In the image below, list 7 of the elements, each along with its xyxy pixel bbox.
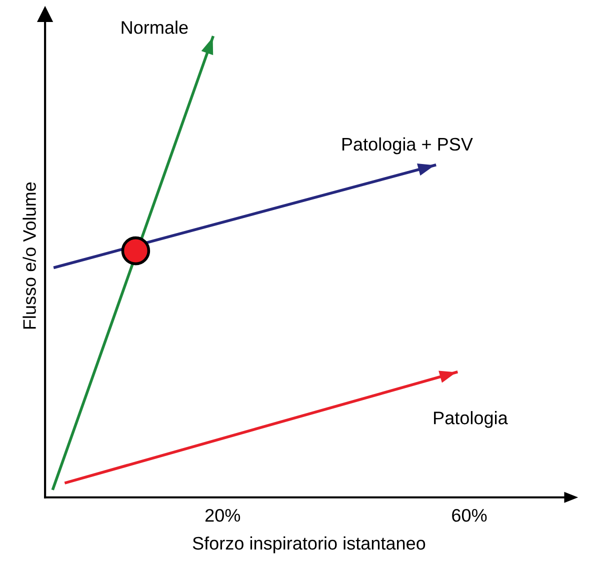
x-axis-title: Sforzo inspiratorio istantaneo <box>192 536 426 554</box>
y-axis-title: Flusso e/o Volume <box>22 182 36 329</box>
x-tick-label: 20% <box>205 508 240 522</box>
series-label: Patologia + PSV <box>342 137 473 154</box>
series-label: Normale <box>122 20 188 34</box>
series-label: Patologia <box>434 411 508 428</box>
x-tick-label: 60% <box>452 508 487 522</box>
